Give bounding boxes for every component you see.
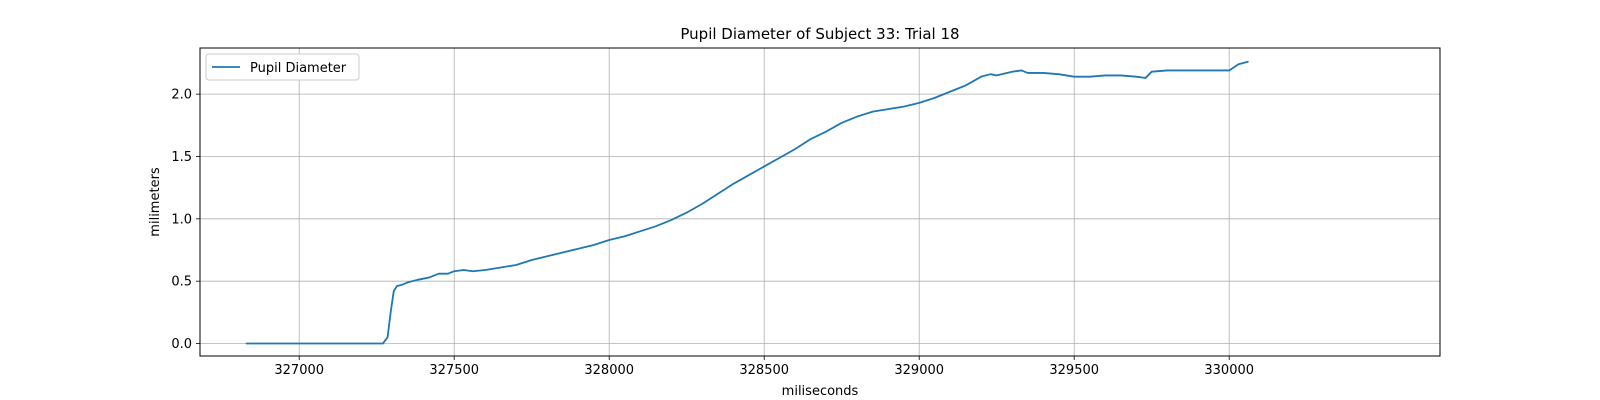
series-layer (245, 60, 1249, 345)
plot-area (200, 48, 1440, 356)
legend-label-pupil-diameter: Pupil Diameter (250, 61, 347, 76)
y-tick-label: 0.5 (171, 275, 192, 290)
x-tick-label: 327500 (429, 363, 479, 378)
x-tick-label: 329000 (894, 363, 944, 378)
series-line-pupil-diameter (245, 60, 1249, 345)
y-axis-label: milimeters (148, 167, 163, 237)
plot-frame (199, 47, 1441, 357)
x-tick-label: 328500 (739, 363, 789, 378)
x-axis: 327000 327500 328000 328500 329000 329500 3300… (274, 356, 1254, 378)
x-tick-label: 327000 (274, 363, 324, 378)
x-tick-label: 329500 (1049, 363, 1099, 378)
legend: Pupil Diameter (205, 53, 360, 81)
x-axis-label: miliseconds (782, 384, 859, 399)
y-tick-label: 1.5 (171, 150, 192, 165)
grid-lines (200, 48, 1440, 356)
y-axis: 0.0 0.5 1.0 1.5 2.0 (171, 88, 200, 352)
y-tick-label: 1.0 (171, 212, 192, 227)
y-tick-label: 2.0 (171, 88, 192, 103)
chart-title: Pupil Diameter of Subject 33: Trial 18 (680, 25, 959, 43)
x-tick-label: 328000 (584, 363, 634, 378)
legend-box (205, 53, 360, 81)
y-tick-label: 0.0 (171, 337, 192, 352)
x-tick-label: 330000 (1204, 363, 1254, 378)
